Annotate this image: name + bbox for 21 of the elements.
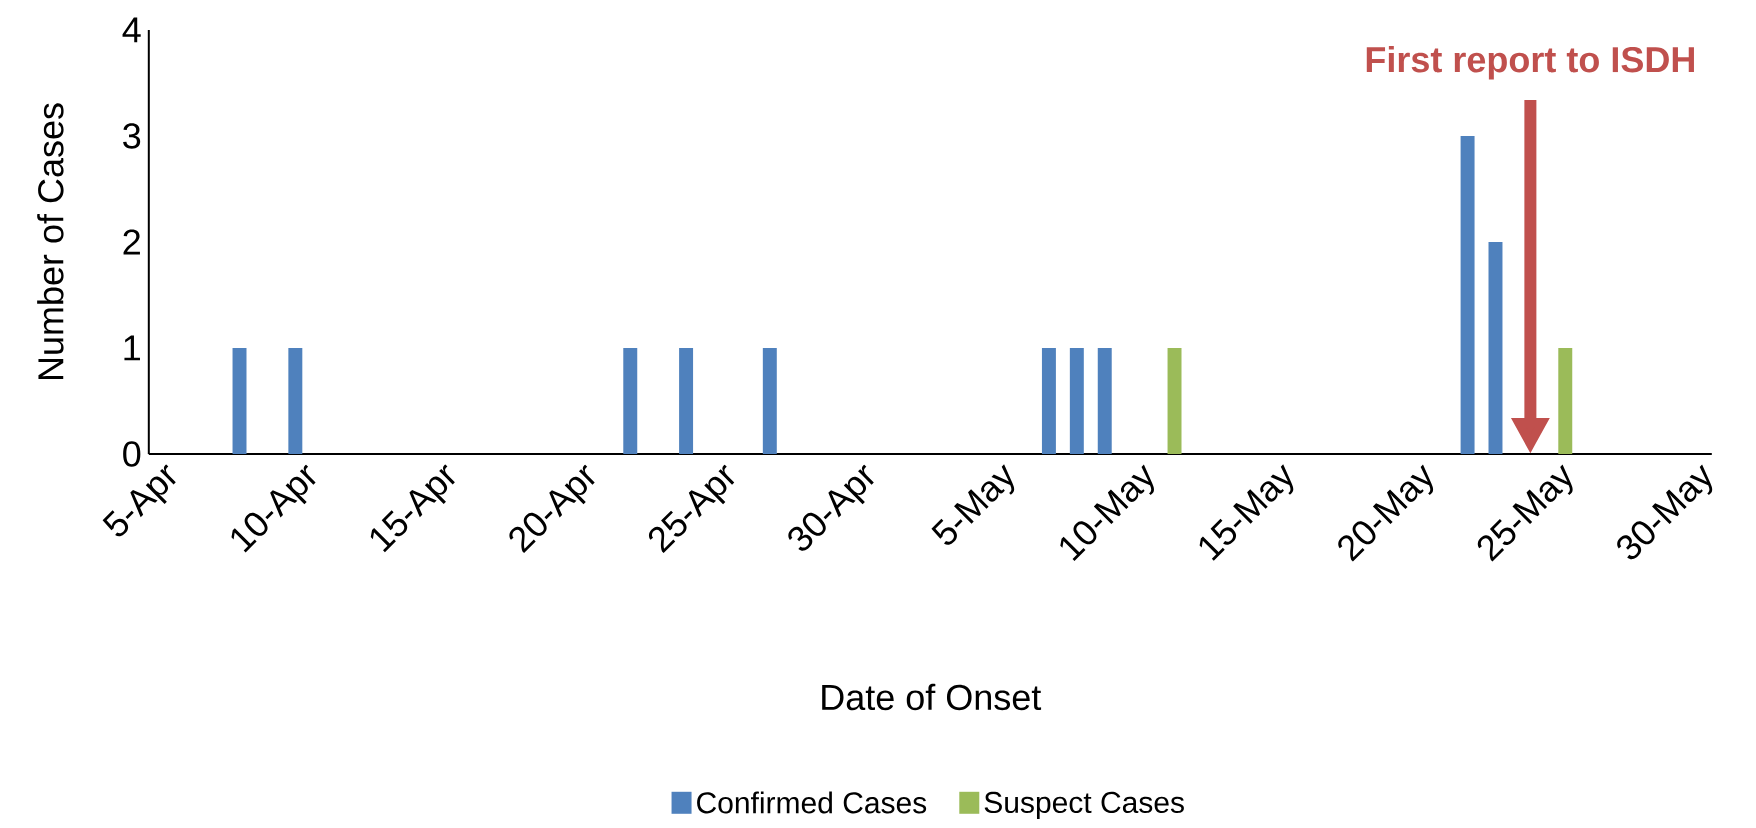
y-tick-label: 4 bbox=[122, 17, 141, 43]
x-axis-title: Date of Onset bbox=[822, 683, 1042, 711]
bar bbox=[1041, 347, 1056, 454]
bar bbox=[1460, 135, 1475, 454]
bar bbox=[1488, 241, 1503, 454]
bar bbox=[1558, 347, 1573, 454]
legend-label: Confirmed Cases bbox=[697, 791, 927, 814]
bar bbox=[762, 347, 777, 454]
y-tick-label: 1 bbox=[124, 335, 140, 361]
bar bbox=[623, 347, 638, 454]
legend-label: Suspect Cases bbox=[984, 791, 1184, 819]
bar bbox=[288, 347, 303, 454]
bar bbox=[679, 347, 694, 454]
bar bbox=[1097, 347, 1112, 454]
y-tick-label: 2 bbox=[123, 229, 140, 255]
y-tick-label: 3 bbox=[123, 123, 141, 149]
bar bbox=[1167, 347, 1182, 454]
bar bbox=[232, 347, 247, 454]
ref-line-label: First report to ISDH bbox=[1366, 45, 1694, 80]
y-axis-title: Number of Cases bbox=[37, 103, 64, 380]
bar bbox=[1069, 347, 1084, 454]
